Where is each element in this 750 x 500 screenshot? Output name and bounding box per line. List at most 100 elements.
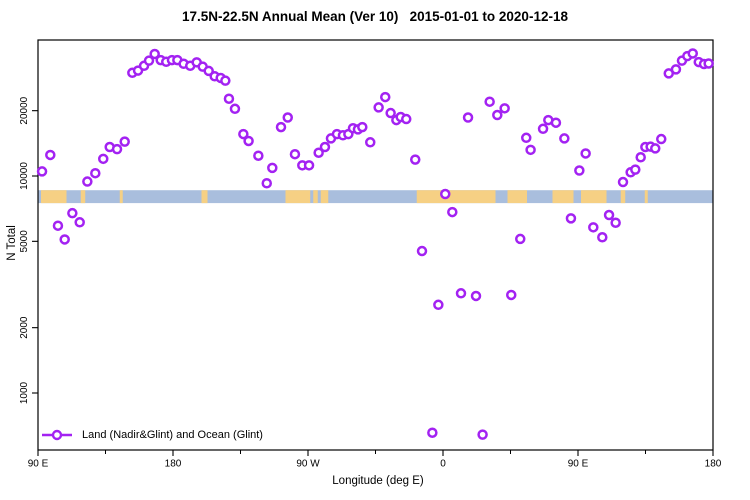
legend-label: Land (Nadir&Glint) and Ocean (Glint): [82, 429, 263, 441]
x-tick-label: 90 E: [28, 459, 49, 470]
data-point: [229, 103, 241, 115]
data-point: [656, 133, 667, 145]
data-point: [603, 209, 615, 221]
ocean-strip: [38, 190, 713, 204]
data-point: [282, 112, 293, 123]
data-point: [238, 128, 249, 140]
data-point: [220, 75, 231, 86]
data-point: [74, 217, 85, 228]
data-point: [380, 91, 391, 103]
data-point: [223, 93, 235, 104]
axis-ticks: 90 E 180 90 W 0 90 E 180 1000 2000 5000 10000 2000…: [19, 96, 722, 469]
data-point: [588, 222, 599, 233]
land-segment: [313, 190, 318, 204]
legend: Land (Nadir&Glint) and Ocean (Glint): [41, 427, 263, 443]
data-point: [635, 152, 646, 163]
chart-title: 17.5N-22.5N Annual Mean (Ver 10) 2015-01…: [182, 9, 568, 24]
data-point: [470, 290, 482, 302]
data-point: [67, 207, 78, 219]
data-point: [59, 234, 70, 245]
data-point: [687, 48, 698, 59]
data-point: [499, 103, 510, 114]
data-point: [289, 148, 301, 160]
y-tick-label: 10000: [19, 162, 30, 190]
data-point: [313, 147, 324, 158]
land-segment: [320, 190, 329, 204]
land-segment: [644, 190, 648, 204]
data-point: [243, 135, 254, 147]
data-point: [253, 150, 264, 161]
data-point: [90, 167, 101, 179]
data-point: [670, 64, 682, 75]
data-point: [36, 166, 48, 177]
data-point: [525, 144, 536, 156]
x-tick-label: 90 W: [296, 459, 320, 470]
land-segment: [416, 190, 496, 204]
data-point: [385, 107, 396, 119]
data-point: [703, 58, 714, 69]
x-tick-label: 180: [705, 459, 722, 470]
land-segment: [620, 190, 626, 204]
data-point: [149, 48, 160, 60]
data-point: [275, 121, 287, 133]
data-point: [111, 143, 123, 155]
data-point: [617, 176, 629, 188]
land-segment: [507, 190, 527, 204]
data-point: [477, 429, 488, 440]
data-point: [119, 136, 130, 147]
y-tick-label: 20000: [19, 96, 30, 124]
data-point: [373, 102, 384, 113]
data-points: [36, 48, 714, 440]
x-tick-label: 0: [440, 459, 446, 470]
land-segment: [80, 190, 86, 204]
data-point: [506, 289, 517, 301]
data-point: [416, 245, 428, 257]
data-point: [427, 427, 438, 438]
data-point: [550, 117, 562, 128]
map-band: [38, 190, 713, 204]
data-point: [580, 148, 591, 159]
data-point: [82, 176, 93, 187]
data-point: [261, 177, 272, 189]
land-segment: [119, 190, 123, 204]
plot-frame: [37, 39, 714, 451]
data-point: [630, 164, 641, 175]
data-point: [401, 113, 412, 125]
data-point: [559, 133, 570, 144]
data-point: [433, 299, 444, 311]
data-point: [597, 232, 608, 243]
data-point: [462, 112, 474, 123]
data-point: [143, 55, 155, 66]
data-point: [455, 288, 467, 299]
y-tick-label: 1000: [19, 381, 30, 404]
data-point: [303, 160, 315, 171]
land-segment: [41, 190, 67, 204]
data-point: [484, 96, 495, 107]
land-segment: [201, 190, 208, 204]
legend-marker-icon: [42, 429, 72, 441]
y-axis-label: N Total: [6, 225, 18, 261]
data-point: [574, 165, 585, 176]
data-point: [610, 217, 621, 228]
data-point: [650, 143, 661, 154]
data-point: [365, 137, 376, 148]
y-tick-label: 5000: [19, 230, 30, 253]
data-point: [440, 188, 451, 200]
data-point: [492, 109, 503, 121]
data-point: [319, 141, 331, 153]
data-point: [357, 121, 368, 133]
data-point: [537, 123, 549, 135]
land-segment: [552, 190, 574, 204]
data-point: [521, 132, 532, 144]
data-point: [267, 162, 278, 174]
data-point: [98, 153, 109, 165]
data-point: [515, 233, 526, 245]
x-axis-label: Longitude (deg E): [332, 475, 424, 487]
data-point: [52, 220, 64, 231]
data-point: [447, 206, 458, 218]
data-point: [203, 65, 214, 77]
data-point: [565, 213, 577, 224]
data-point: [410, 154, 421, 165]
